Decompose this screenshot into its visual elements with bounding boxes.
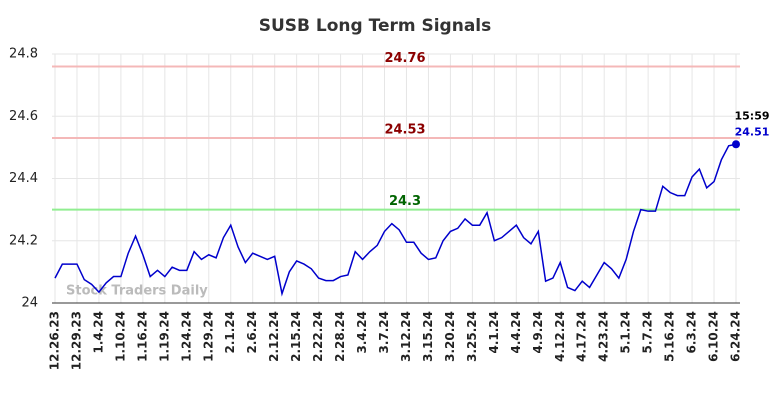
line [54, 143, 737, 297]
x-tick-label: 4.9.24 [531, 311, 545, 354]
x-tick-label: 2.1.24 [223, 311, 237, 354]
x-tick-label: 1.24.24 [179, 311, 193, 362]
x-tick-label: 3.25.24 [465, 311, 479, 362]
y-tick-label: 24.8 [9, 47, 38, 62]
x-tick-label: 4.23.24 [597, 311, 611, 362]
x-tick-label: 1.4.24 [91, 311, 105, 354]
x-tick-label: 2.15.24 [289, 311, 303, 362]
x-tick-label: 1.19.24 [157, 311, 171, 362]
x-tick-label: 6.24.24 [729, 311, 743, 362]
reference-label: 24.76 [384, 51, 425, 66]
x-tick-label: 3.12.24 [399, 311, 413, 362]
x-tick-label: 1.10.24 [113, 311, 127, 362]
y-tick-label: 24.2 [9, 233, 38, 248]
x-tick-label: 4.4.24 [509, 311, 523, 354]
x-tick-label: 1.29.24 [201, 311, 215, 362]
x-tick-label: 12.29.23 [69, 311, 83, 370]
x-tick-label: 2.6.24 [245, 311, 259, 354]
x-tick-label: 1.16.24 [135, 311, 149, 362]
chart-title: SUSB Long Term Signals [259, 16, 492, 36]
y-tick-label: 24.4 [9, 171, 38, 186]
x-tick-label: 5.1.24 [619, 311, 633, 354]
y-tick-label: 24.6 [9, 109, 38, 124]
x-tick-label: 5.7.24 [641, 311, 655, 354]
last-time-label: 15:59 [734, 109, 769, 122]
reference-label: 24.3 [389, 194, 421, 209]
reference-label: 24.53 [384, 123, 425, 138]
x-tick-label: 6.10.24 [707, 311, 721, 362]
watermark: Stock Traders Daily [66, 284, 208, 299]
x-tick-label: 5.16.24 [663, 311, 677, 362]
x-tick-label: 4.1.24 [487, 311, 501, 354]
last-value-label: 24.51 [735, 125, 770, 138]
y-tick-label: 24 [21, 296, 38, 311]
x-tick-label: 4.17.24 [575, 311, 589, 362]
x-tick-label: 2.22.24 [311, 311, 325, 362]
x-tick-label: 12.26.23 [48, 311, 62, 370]
x-tick-label: 2.28.24 [333, 311, 347, 362]
x-tick-label: 3.20.24 [443, 311, 457, 362]
x-tick-label: 3.4.24 [355, 311, 369, 354]
last-point [732, 140, 740, 149]
x-tick-label: 2.12.24 [267, 311, 281, 362]
x-tick-label: 6.3.24 [685, 311, 699, 354]
x-tick-label: 4.12.24 [553, 311, 567, 362]
x-tick-label: 3.15.24 [421, 311, 435, 362]
x-tick-label: 3.7.24 [377, 311, 391, 354]
